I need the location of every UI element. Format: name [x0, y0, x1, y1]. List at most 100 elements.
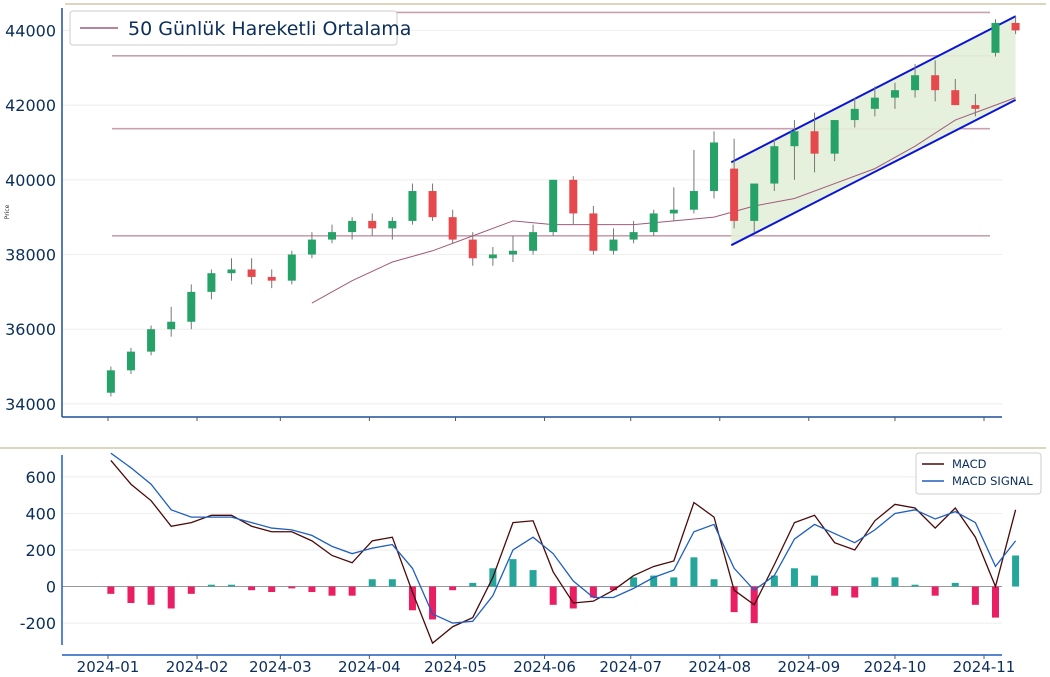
candle-up [649, 213, 658, 233]
histogram-bar-negative [147, 586, 155, 605]
histogram-bar-negative [851, 586, 859, 598]
candle-up [328, 232, 337, 240]
histogram-bar-negative [429, 586, 437, 620]
candle-up [488, 254, 497, 259]
histogram-bar-negative [931, 586, 939, 596]
histogram-bar-positive [770, 575, 778, 587]
histogram-bar-positive [891, 577, 899, 587]
macd-legend: MACD MACD SIGNAL [915, 452, 1042, 495]
histogram-bar-negative [589, 586, 597, 598]
histogram-bar-positive [811, 575, 819, 587]
histogram-bar-negative [187, 586, 195, 594]
histogram-bar-negative [268, 586, 276, 593]
candle-up [770, 146, 779, 184]
price-ytick-label: 44000 [5, 21, 56, 40]
candle-up [307, 239, 316, 255]
price-legend: 50 Günlük Hareketli Ortalama [69, 10, 411, 46]
histogram-bar-negative [971, 586, 979, 605]
candle-up [790, 131, 799, 147]
price-legend-label: 50 Günlük Hareketli Ortalama [128, 18, 411, 40]
histogram-bar-negative [107, 586, 115, 594]
histogram-bar-negative [328, 586, 336, 596]
candle-down [1011, 22, 1020, 31]
candle-up [710, 142, 719, 192]
histogram-bar-positive [871, 577, 879, 587]
price-ylabel: Price [4, 204, 11, 219]
candle-down [468, 239, 477, 259]
x-tick-label: 2024-10 [864, 658, 927, 676]
candle-up [689, 191, 698, 210]
channel-fill [731, 16, 1016, 246]
candle-down [951, 90, 960, 106]
histogram-bar-positive [1012, 555, 1020, 587]
x-tick-label: 2024-09 [777, 658, 840, 676]
histogram-bar-positive [368, 579, 376, 587]
histogram-bar-positive [670, 577, 678, 587]
candle-up [850, 108, 859, 121]
histogram-bar-negative [308, 586, 316, 593]
candle-down [267, 276, 276, 281]
x-tick-label: 2024-04 [338, 658, 401, 676]
candle-up [287, 254, 296, 281]
x-tick-label: 2024-11 [953, 658, 1016, 676]
x-tick-label: 2024-03 [249, 658, 312, 676]
histogram-bar-negative [991, 586, 999, 618]
candle-down [368, 220, 377, 229]
candle-up [147, 329, 156, 352]
histogram-bar-negative [549, 586, 557, 605]
channel-lower-line [730, 98, 1017, 247]
candle-up [187, 291, 196, 322]
candle-up [911, 75, 920, 91]
histogram-bar-negative [167, 586, 175, 609]
histogram-bar-positive [650, 575, 658, 587]
x-tick-label: 2024-01 [77, 658, 140, 676]
candle-up [549, 179, 558, 233]
histogram-bar-positive [911, 584, 919, 587]
histogram-bar-positive [469, 582, 477, 587]
histogram-bar-positive [509, 559, 517, 587]
histogram-bar-positive [790, 568, 798, 587]
x-tick-label: 2024-02 [166, 658, 229, 676]
candle-up [669, 209, 678, 214]
macd-line [110, 460, 1017, 645]
candle-up [106, 370, 115, 393]
histogram-bar-negative [348, 586, 356, 596]
price-ytick-label: 36000 [5, 320, 56, 339]
macd-ytick-label: -200 [20, 614, 56, 633]
price-ytick-label: 42000 [5, 96, 56, 115]
x-tick-label: 2024-06 [513, 658, 576, 676]
candle-down [730, 168, 739, 221]
histogram-bar-positive [529, 570, 537, 587]
histogram-bar-positive [388, 579, 396, 587]
signal-legend-label: MACD SIGNAL [952, 474, 1033, 488]
candle-down [589, 213, 598, 251]
candle-down [971, 105, 980, 109]
candle-up [167, 321, 176, 330]
histogram-bar-negative [730, 586, 738, 613]
candle-up [890, 90, 899, 98]
candle-down [569, 179, 578, 214]
histogram-bar-positive [690, 557, 698, 587]
candle-down [810, 131, 819, 154]
x-tick-label: 2024-05 [424, 658, 487, 676]
histogram-bar-positive [951, 582, 959, 587]
candle-up [348, 220, 357, 233]
macd-legend-box [915, 452, 1042, 495]
candle-up [609, 239, 618, 251]
candle-up [126, 351, 135, 371]
histogram-bar-positive [228, 584, 236, 587]
price-ytick-label: 38000 [5, 246, 56, 265]
candle-up [508, 250, 517, 255]
macd-panel: -200 0 200 400 600 2024-01 2024-02 2024-03 2024-… [20, 452, 1020, 676]
price-ytick-label: 34000 [5, 395, 56, 414]
candle-up [991, 22, 1000, 53]
candle-down [428, 191, 437, 218]
histogram-bar-positive [710, 579, 718, 587]
candle-up [870, 97, 879, 109]
histogram-bar-negative [408, 586, 416, 611]
candle-down [448, 217, 457, 240]
macd-ytick-label: 600 [25, 468, 56, 487]
histogram-bar-negative [449, 586, 457, 591]
price-panel: 34000 36000 38000 40000 42000 44000 [5, 8, 1020, 421]
x-tick-label: 2024-07 [599, 658, 662, 676]
